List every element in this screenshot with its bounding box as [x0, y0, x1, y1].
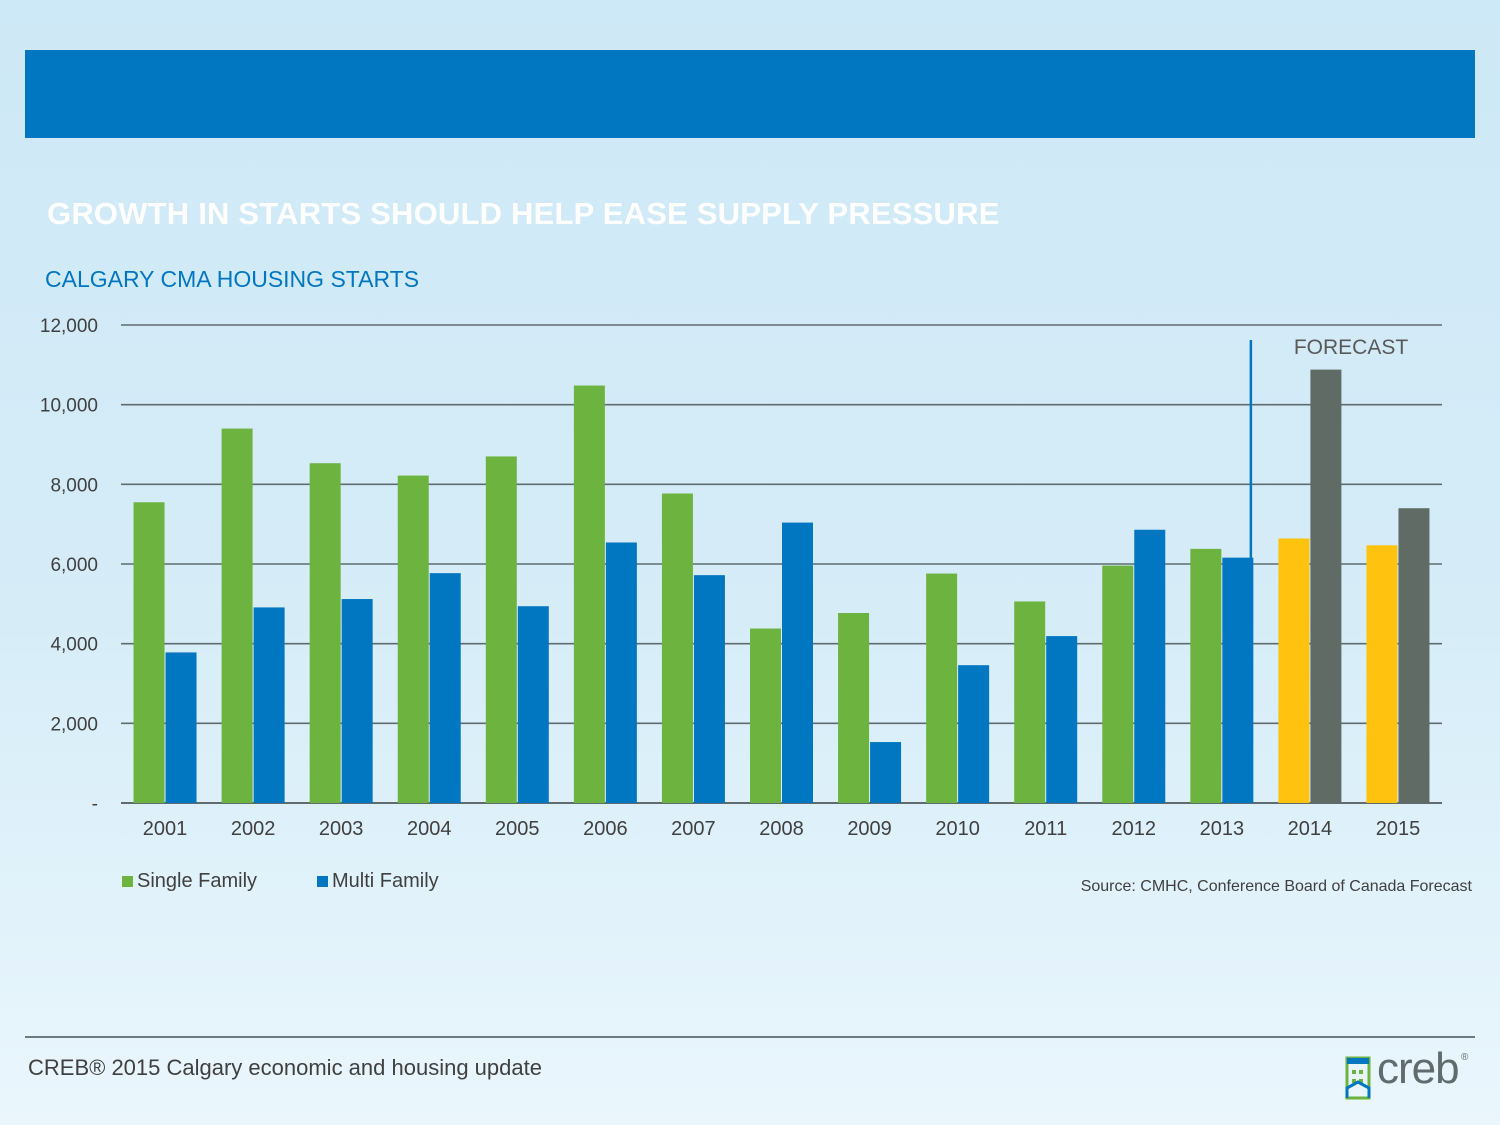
x-tick-label: 2008 [759, 818, 804, 840]
bar-single-family-2007 [661, 493, 693, 803]
bar-single-family-2011 [1014, 601, 1046, 803]
bar-single-family-2003 [309, 463, 341, 803]
bar-single-family-2014 [1278, 538, 1310, 803]
x-tick-label: 2011 [1024, 818, 1067, 840]
logo-wordmark: creb [1377, 1044, 1460, 1093]
bar-single-family-2008 [750, 628, 781, 803]
bar-multi-family-2004 [429, 573, 461, 803]
legend-swatch-single-family [122, 876, 133, 887]
footer-text: CREB® 2015 Calgary economic and housing … [28, 1055, 542, 1080]
x-tick-label: 2012 [1112, 818, 1157, 840]
legend-label-multi-family: Multi Family [332, 870, 439, 892]
slide-title: GROWTH IN STARTS SHOULD HELP EASE SUPPLY… [47, 196, 1000, 231]
y-tick-label: 6,000 [50, 555, 98, 576]
bar-multi-family-2005 [517, 606, 549, 803]
x-tick-label: 2007 [671, 818, 716, 840]
y-tick-label: 8,000 [50, 475, 98, 496]
bar-single-family-2013 [1190, 548, 1222, 803]
bar-multi-family-2002 [253, 607, 285, 803]
bar-single-family-2001 [133, 502, 165, 803]
y-tick-label: - [92, 794, 98, 815]
legend-item-multi-family: Multi Family [317, 870, 439, 893]
x-tick-label: 2004 [407, 818, 452, 840]
bar-single-family-2005 [485, 456, 517, 803]
bar-multi-family-2014 [1310, 369, 1342, 803]
x-tick-label: 2015 [1376, 818, 1421, 840]
bar-multi-family-2011 [1046, 636, 1078, 803]
bar-single-family-2006 [573, 385, 605, 803]
bar-multi-family-2006 [605, 542, 637, 803]
y-tick-label: 4,000 [50, 635, 98, 656]
x-tick-label: 2006 [583, 818, 628, 840]
creb-building-icon [1345, 1056, 1371, 1100]
logo-registered-mark: ® [1461, 1052, 1469, 1063]
bar-multi-family-2008 [782, 522, 813, 803]
bar-multi-family-2003 [341, 599, 373, 803]
bar-multi-family-2013 [1222, 557, 1254, 803]
x-tick-label: 2002 [231, 818, 276, 840]
chart-title: CALGARY CMA HOUSING STARTS [45, 266, 420, 292]
x-tick-label: 2014 [1288, 818, 1333, 840]
y-tick-label: 2,000 [50, 714, 98, 735]
x-tick-label: 2013 [1200, 818, 1245, 840]
bar-multi-family-2001 [165, 652, 197, 803]
creb-logo: creb ® [1345, 1044, 1475, 1102]
bar-single-family-2012 [1102, 565, 1134, 803]
x-tick-label: 2001 [143, 818, 188, 840]
x-tick-label: 2010 [935, 818, 980, 840]
bar-multi-family-2010 [958, 665, 990, 803]
bar-multi-family-2007 [693, 575, 725, 803]
x-tick-label: 2005 [495, 818, 540, 840]
bar-single-family-2009 [838, 612, 870, 803]
bar-multi-family-2009 [870, 742, 902, 803]
bar-single-family-2002 [221, 428, 253, 803]
source-note: Source: CMHC, Conference Board of Canada… [1080, 878, 1472, 895]
x-tick-label: 2003 [319, 818, 364, 840]
bar-multi-family-2012 [1134, 529, 1166, 803]
bar-multi-family-2015 [1398, 508, 1430, 803]
legend-item-single-family: Single Family [122, 870, 257, 893]
legend-label-single-family: Single Family [137, 870, 258, 892]
x-tick-label: 2009 [847, 818, 892, 840]
y-tick-label: 12,000 [40, 316, 98, 337]
legend-swatch-multi-family [317, 876, 328, 887]
footer-divider [25, 1036, 1475, 1038]
header-banner [25, 50, 1475, 138]
bar-single-family-2015 [1366, 545, 1398, 803]
bar-single-family-2010 [926, 573, 958, 803]
bar-single-family-2004 [397, 475, 429, 803]
forecast-label: FORECAST [1294, 336, 1409, 359]
y-tick-label: 10,000 [40, 396, 98, 417]
